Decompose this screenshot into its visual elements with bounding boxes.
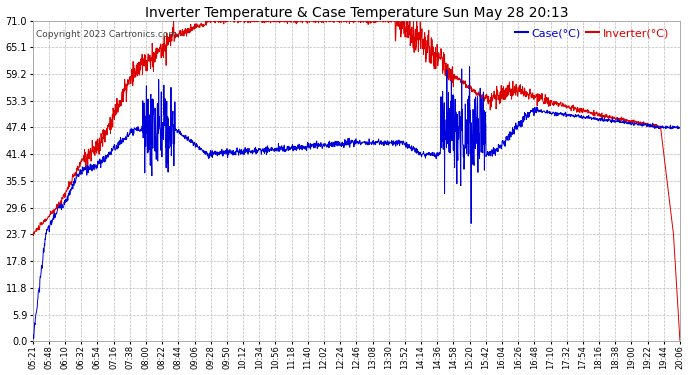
Legend: Case(°C), Inverter(°C): Case(°C), Inverter(°C) <box>510 24 673 43</box>
Text: Copyright 2023 Cartronics.com: Copyright 2023 Cartronics.com <box>36 30 177 39</box>
Title: Inverter Temperature & Case Temperature Sun May 28 20:13: Inverter Temperature & Case Temperature … <box>145 6 568 20</box>
